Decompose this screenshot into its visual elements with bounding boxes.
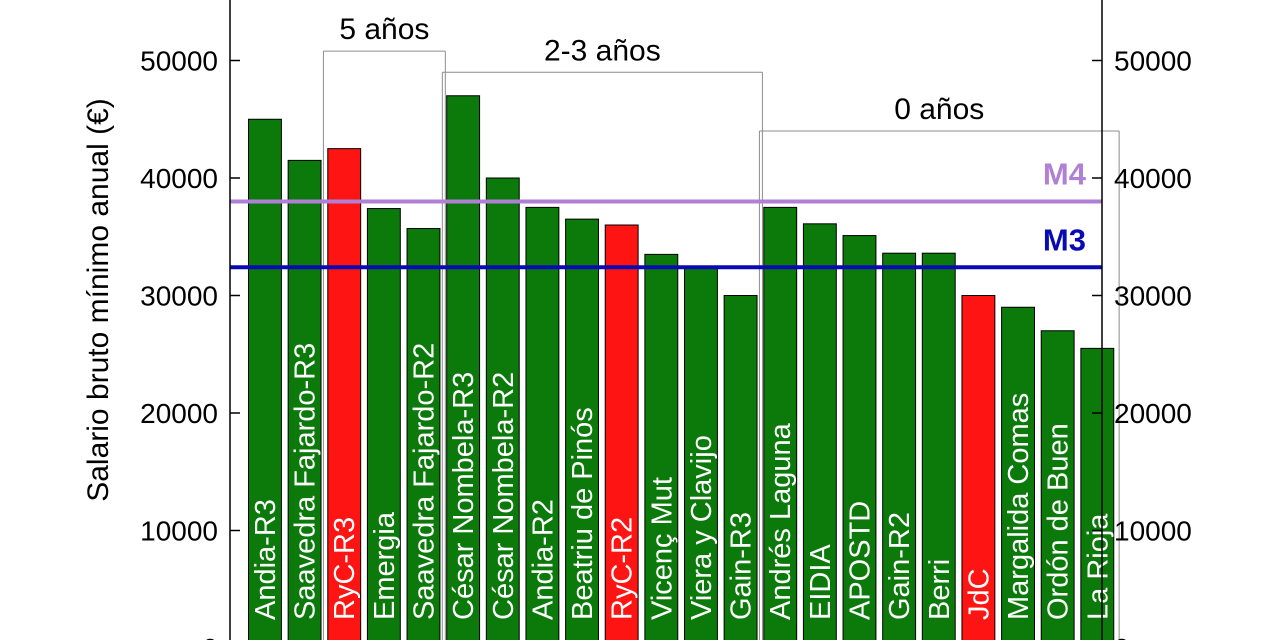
- category-label: EIDIA: [805, 544, 837, 620]
- group-label: 0 años: [894, 93, 984, 126]
- bar: [485, 177, 520, 640]
- category-label: Beatriu de Pinós: [567, 407, 599, 620]
- category-label: Saavedra Fajardo-R2: [408, 343, 440, 620]
- group-label: 5 años: [339, 13, 429, 46]
- y-tick-label-right: 40000: [1114, 163, 1192, 194]
- category-label: Vicenç Mut: [646, 477, 678, 620]
- bar: [723, 295, 758, 640]
- bar: [1001, 306, 1035, 640]
- y-tick-label-left: 30000: [140, 281, 218, 312]
- y-tick-label-left: 10000: [140, 516, 218, 547]
- y-tick-label-left: 40000: [140, 163, 218, 194]
- group-label: 2-3 años: [544, 34, 661, 67]
- bar: [604, 224, 639, 640]
- bar: [763, 206, 798, 640]
- reference-lines: M4 M3: [230, 157, 1102, 270]
- axes: [229, 0, 1103, 640]
- y-tick-label-right: 20000: [1114, 398, 1192, 429]
- category-label: RyC-R2: [607, 517, 639, 620]
- category-label: La Rioja: [1082, 513, 1114, 620]
- bar: [961, 295, 996, 640]
- category-label: Gain-R3: [726, 512, 758, 620]
- reference-line-label: M3: [1043, 222, 1086, 257]
- bars-layer: Andia-R3 Saavedra Fajardo-R3 RyC-R3 Emergia…: [248, 95, 1115, 640]
- bar: [446, 95, 481, 640]
- category-label: Andia-R2: [527, 499, 559, 620]
- y-tick-label-left: 0: [202, 633, 218, 640]
- category-label: Andia-R3: [250, 499, 282, 620]
- reference-line-label: M4: [1043, 157, 1087, 192]
- tick-labels: 0 0 10000 10000 20000 20000 30000 30000 40000 400…: [140, 46, 1192, 640]
- bar: [366, 208, 401, 640]
- bar: [1040, 330, 1075, 640]
- bar: [525, 206, 560, 640]
- category-label: Gain-R2: [884, 512, 916, 620]
- category-label: Margalida Comas: [1003, 393, 1035, 620]
- y-tick-label-right: 30000: [1114, 281, 1192, 312]
- y-tick-label-right: 0: [1114, 633, 1130, 640]
- category-label: César Nombela-R2: [488, 372, 520, 620]
- bar: [1080, 347, 1115, 640]
- y-tick-label-right: 50000: [1114, 46, 1192, 77]
- category-label: RyC-R3: [329, 517, 361, 620]
- y-axis-label: Salario bruto mínimo anual (€): [82, 98, 115, 502]
- category-label: APOSTD: [844, 501, 876, 620]
- bar: [406, 228, 441, 640]
- category-label: Saavedra Fajardo-R3: [290, 343, 322, 620]
- bar: [802, 223, 837, 640]
- y-tick-label-right: 10000: [1114, 516, 1192, 547]
- category-label: JdC: [963, 568, 995, 620]
- category-label: Berri: [924, 559, 956, 620]
- bar: [882, 252, 917, 640]
- bar: [565, 218, 599, 640]
- bar: [684, 266, 718, 640]
- category-label: Viera y Clavijo: [686, 435, 718, 620]
- bar: [287, 159, 322, 640]
- category-label: César Nombela-R3: [448, 372, 480, 620]
- bar: [327, 148, 362, 640]
- y-tick-label-left: 50000: [140, 46, 218, 77]
- category-label: Emergia: [369, 511, 401, 620]
- group-brackets: 5 años 2-3 años 0 años: [322, 13, 1120, 640]
- category-label: Andrés Laguna: [765, 422, 797, 620]
- bar: [842, 235, 877, 640]
- category-label: Ordón de Buen: [1043, 423, 1075, 620]
- bar: [921, 252, 956, 640]
- y-tick-label-left: 20000: [140, 398, 218, 429]
- bar: [644, 253, 679, 640]
- bar: [248, 118, 282, 640]
